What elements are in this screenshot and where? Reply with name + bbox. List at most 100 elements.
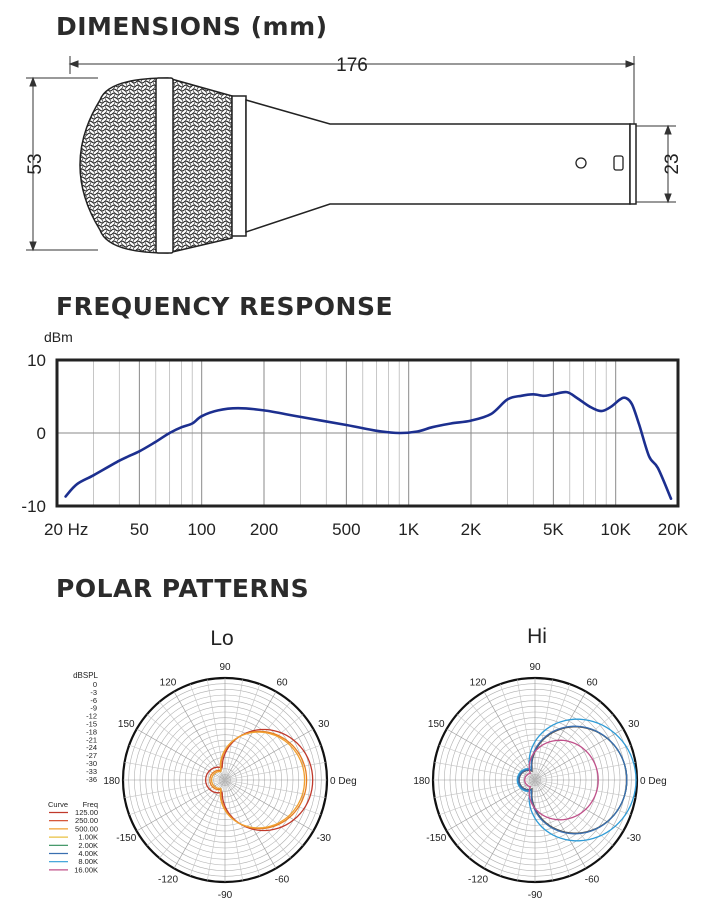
polar-angle-label: 120 [470, 677, 487, 688]
polar-spoke [224, 728, 314, 781]
polar-spoke [224, 761, 326, 781]
y-tick-label: -10 [21, 497, 46, 516]
legend-curve-header: Curve [48, 800, 68, 809]
polar-angle-label: -120 [158, 875, 178, 886]
polar-angle-label: -60 [585, 875, 600, 886]
polar-angle-label: 60 [586, 677, 598, 688]
polar-angle-label: 150 [428, 719, 445, 730]
collar [231, 95, 247, 237]
polar-spoke [173, 779, 226, 869]
polar-spoke [224, 679, 244, 781]
y-tick-label: 10 [27, 351, 46, 370]
polar-angle-label: 150 [118, 719, 135, 730]
polar-spoke [129, 744, 226, 781]
length-dimension-line [68, 56, 636, 124]
legend-db-value: -36 [86, 775, 97, 784]
polar-spoke [224, 744, 321, 781]
legend-db-value: -24 [86, 743, 97, 752]
polar-plot-lo: 90 60 30 0 Deg -30 -60 -90 -120 -150 180 150 120 [103, 662, 356, 901]
polar-series-curve [517, 725, 628, 835]
polar-spoke [534, 691, 587, 781]
legend-freq-value: 250.00 [75, 816, 98, 825]
x-tick-label: 50 [130, 520, 149, 539]
legend-db-value: -30 [86, 759, 97, 768]
polar-angle-label: -90 [528, 890, 543, 901]
x-tick-label: 10K [601, 520, 632, 539]
x-tick-label: 500 [332, 520, 360, 539]
polar-spoke [224, 684, 261, 781]
polar-spoke [534, 779, 624, 832]
polar-angle-label: 90 [219, 662, 231, 673]
legend-freq-value: 16.00K [74, 865, 98, 874]
polar-angle-label: -120 [468, 875, 488, 886]
polar-spoke [124, 761, 226, 781]
polar-title-hi: Hi [527, 625, 547, 648]
legend-db-value: -21 [86, 735, 97, 744]
frequency-response-heading: FREQUENCY RESPONSE [56, 292, 394, 321]
x-tick-label: 5K [543, 520, 564, 539]
handle-diameter-label: 23 [662, 153, 683, 174]
polar-spoke [136, 779, 226, 832]
handle-end [629, 123, 637, 205]
polar-angle-label: 60 [276, 677, 288, 688]
legend-db-value: -6 [90, 696, 97, 705]
polar-plot-hi: 90 60 30 0 Deg -30 -60 -90 -120 -150 180 150 120 [413, 662, 666, 901]
x-tick-label: 1K [398, 520, 419, 539]
polar-spoke [534, 728, 624, 781]
polar-spoke [189, 684, 226, 781]
grille-band [155, 77, 174, 254]
legend-db-value: -15 [86, 720, 97, 729]
legend-db-value: -27 [86, 751, 97, 760]
legend-db-title: dBSPL [73, 671, 98, 680]
head-diameter-dimension-line [26, 76, 98, 252]
legend-db-value: -12 [86, 712, 97, 721]
polar-spoke [534, 779, 636, 799]
handle-diameter-dimension-line [636, 124, 676, 204]
polar-patterns-heading: POLAR PATTERNS [56, 574, 310, 603]
legend-freq-value: 8.00K [78, 857, 98, 866]
x-tick-label: 20 Hz [44, 520, 88, 539]
dimensions-heading: DIMENSIONS (mm) [56, 12, 328, 41]
polar-spoke [124, 779, 226, 799]
polar-angle-label: 30 [318, 719, 330, 730]
polar-spoke [534, 714, 614, 781]
frequency-grid [57, 360, 678, 506]
polar-spoke [224, 779, 326, 799]
y-tick-labels: 10 0 -10 [21, 351, 46, 516]
microphone-drawing: 176 53 23 [25, 55, 683, 254]
legend-freq-value: 125.00 [75, 808, 98, 817]
legend-db-value: -3 [90, 688, 97, 697]
legend-freq-value: 4.00K [78, 849, 98, 858]
polar-spoke [224, 779, 304, 846]
polar-angle-label: -60 [275, 875, 290, 886]
polar-angle-label: 0 Deg [640, 776, 667, 787]
plot-frame [55, 358, 680, 508]
polar-spoke [224, 701, 291, 781]
legend-db-value: -9 [90, 704, 97, 713]
legend-freq-header: Freq [83, 800, 98, 809]
x-tick-label: 2K [461, 520, 482, 539]
polar-spoke [159, 779, 226, 859]
handle-slot [613, 155, 624, 171]
polar-spoke [456, 714, 536, 781]
y-axis-label: dBm [44, 329, 73, 345]
polar-angle-label: -90 [218, 890, 233, 901]
polar-spoke [483, 691, 536, 781]
polar-spoke [534, 779, 631, 816]
polar-angle-label: 180 [103, 776, 120, 787]
polar-angle-label: 90 [529, 662, 541, 673]
polar-angle-label: -150 [116, 833, 136, 844]
polar-spoke [136, 728, 226, 781]
polar-spoke [534, 779, 587, 869]
polar-series-curve [516, 718, 637, 842]
x-tick-label: 20K [658, 520, 689, 539]
legend-freq-value: 500.00 [75, 824, 98, 833]
polar-spoke [534, 761, 636, 781]
polar-angle-label: -150 [426, 833, 446, 844]
polar-spoke [224, 779, 314, 832]
legend-freq-value: 1.00K [78, 833, 98, 842]
polar-title-lo: Lo [210, 627, 233, 650]
polar-angle-label: 30 [628, 719, 640, 730]
